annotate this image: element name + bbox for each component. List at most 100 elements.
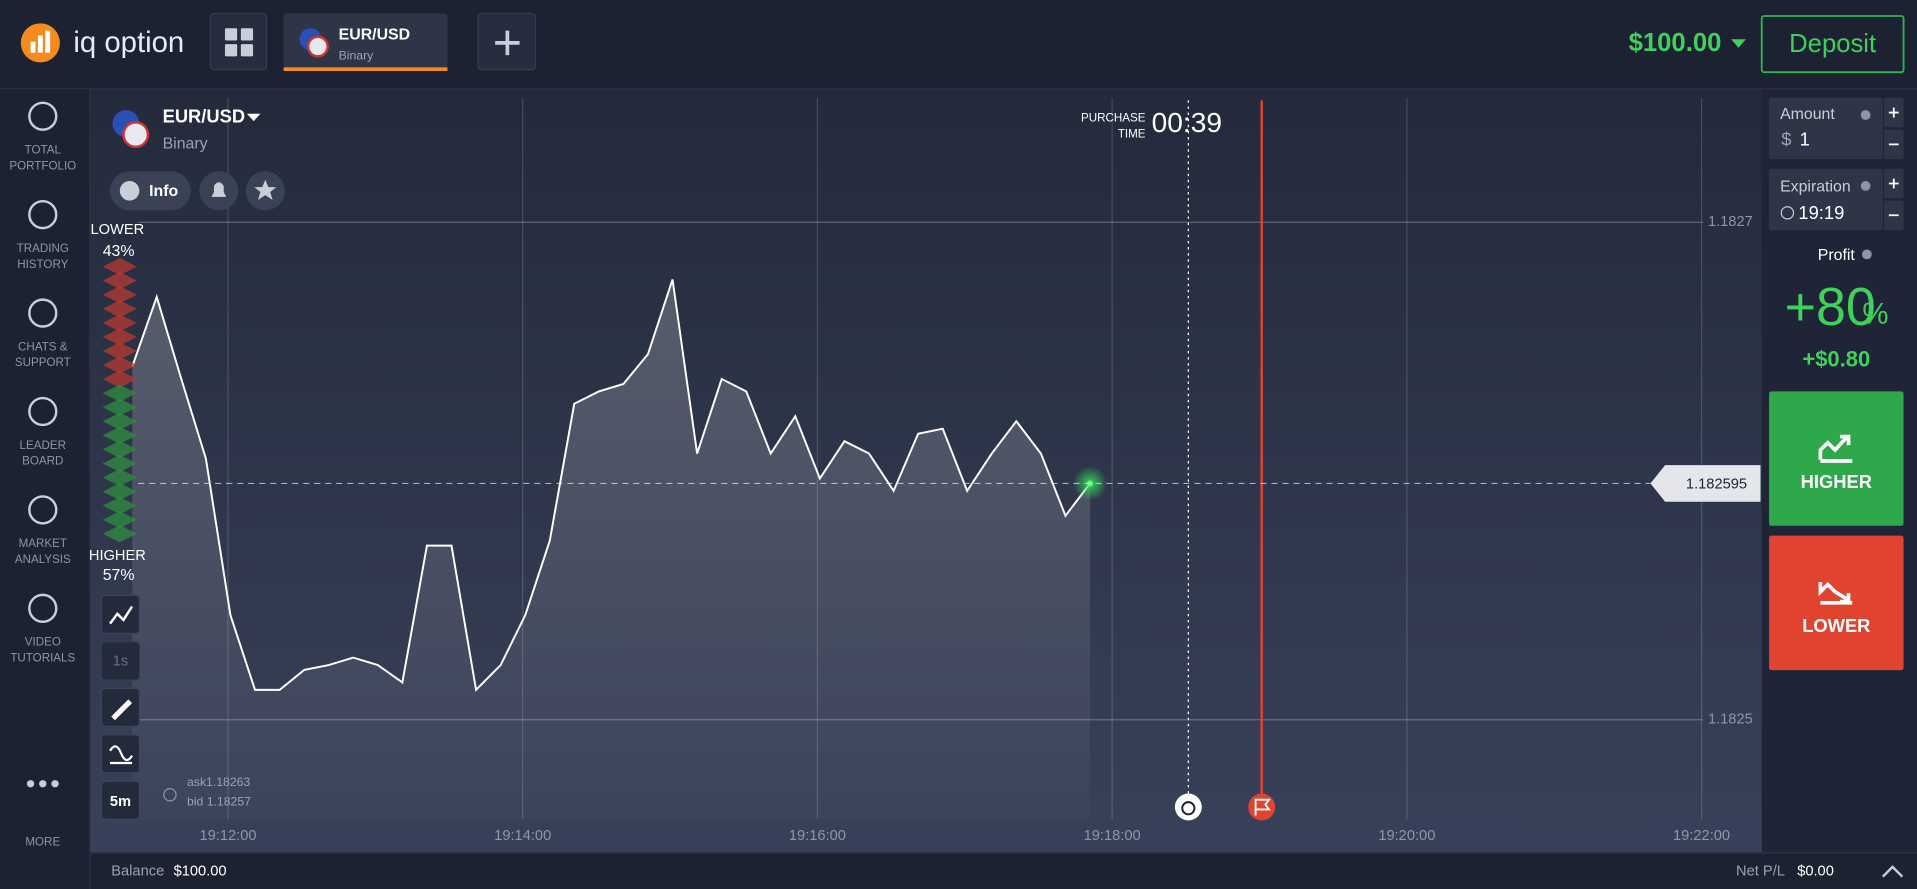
expiration-field[interactable]	[1769, 168, 1883, 230]
info-button[interactable]	[110, 171, 191, 211]
asset-tab[interactable]	[283, 13, 448, 70]
logo-bar	[45, 30, 51, 53]
sidebar-item[interactable]: CHATS & SUPPORT	[15, 298, 71, 370]
icon	[28, 199, 58, 230]
price-area	[132, 279, 1091, 820]
purchase-label: PURCHASE	[1081, 112, 1146, 125]
higher-button[interactable]	[1769, 391, 1904, 526]
amount: 1	[1800, 129, 1810, 150]
sidebar-label: LEADER	[20, 439, 66, 452]
balance-label: Balance	[111, 864, 164, 880]
draw-button[interactable]	[100, 687, 140, 727]
purchase-marker-dot	[1181, 801, 1196, 816]
help-icon	[163, 788, 177, 802]
purchase-countdown: 00:39	[1152, 107, 1222, 138]
pnl: $0.00	[1797, 864, 1834, 880]
y-tick-label: 1.1827	[1708, 214, 1753, 230]
info-icon	[119, 181, 140, 201]
sidebar-label: HISTORY	[17, 258, 68, 271]
help-icon	[1861, 249, 1872, 260]
sidebar-item[interactable]: MARKET ANALYSIS	[15, 495, 71, 566]
icon	[28, 593, 58, 623]
sentiment-lower: 43%	[103, 243, 135, 260]
help-icon	[1860, 181, 1871, 191]
icon	[240, 44, 254, 57]
icon	[224, 44, 238, 57]
icon	[1888, 107, 1899, 146]
x-tick-label: 19:16:00	[789, 828, 846, 844]
sidebar-item[interactable]: TRADING HISTORY	[17, 199, 69, 271]
sidebar-item[interactable]: VIDEO TUTORIALS	[10, 593, 76, 665]
sentiment-chevron	[102, 525, 137, 543]
lower-label: LOWER	[1802, 615, 1870, 636]
chart: 19:12:00 19:14:00 19:16:00 19:18:00 19:20:00…	[131, 97, 1761, 844]
currency: $	[1781, 129, 1791, 150]
sidebar-item[interactable]: TOTAL PORTFOLIO	[9, 101, 76, 173]
logo-bar	[37, 35, 43, 53]
icon	[28, 298, 58, 328]
x-tick-label: 19:14:00	[494, 828, 551, 844]
sidebar-label: TUTORIALS	[10, 652, 75, 665]
x-tick-label: 19:20:00	[1378, 828, 1435, 844]
footer	[90, 853, 1917, 889]
sidebar-item[interactable]: MORE	[25, 780, 60, 849]
grid-button[interactable]	[209, 12, 268, 71]
icon	[51, 780, 59, 788]
icon	[28, 101, 58, 131]
flag-us	[306, 35, 329, 58]
icon	[109, 605, 134, 625]
asset-pair[interactable]: EUR/USD	[163, 105, 246, 126]
profit-label: Profit	[1818, 247, 1856, 264]
x-tick-label: 19:22:00	[1673, 828, 1730, 844]
caret	[246, 113, 261, 122]
pnl-label: Net P/L	[1736, 864, 1785, 880]
tick-button[interactable]	[100, 641, 140, 681]
percent-sign: %	[1862, 297, 1888, 330]
chart-type-button[interactable]	[100, 594, 140, 634]
sidebar-label: ANALYSIS	[15, 553, 71, 566]
sidebar-label: CHATS &	[18, 340, 68, 353]
period-button[interactable]	[100, 780, 140, 820]
expand-icon[interactable]	[1881, 865, 1904, 878]
plus-icon	[495, 30, 520, 56]
sentiment-higher-label: HIGHER	[89, 548, 146, 564]
icon	[28, 396, 58, 427]
deposit-button[interactable]	[1760, 15, 1905, 74]
icon	[26, 780, 35, 788]
sentiment-higher: 57%	[103, 567, 135, 584]
expiration: 19:19	[1798, 202, 1844, 223]
tick-label: 1s	[113, 653, 128, 669]
help-icon	[1860, 110, 1871, 120]
clock-icon	[1780, 206, 1795, 220]
sidebar-label: TOTAL	[25, 144, 62, 157]
profit-amount: +$0.80	[1802, 347, 1870, 372]
price-tag	[1650, 465, 1761, 502]
tab-pair: EUR/USD	[339, 27, 410, 44]
expiration-label: Expiration	[1780, 178, 1851, 195]
bid: bid 1.18257	[187, 794, 251, 808]
balance[interactable]: $100.00	[1629, 29, 1722, 57]
icon	[1818, 581, 1853, 605]
x-tick-label: 19:18:00	[1084, 828, 1141, 844]
icon	[109, 745, 133, 765]
sidebar-label: MARKET	[19, 537, 67, 550]
sidebar-label: SUPPORT	[15, 356, 71, 369]
expiration-marker	[1248, 793, 1276, 821]
current-price: 1.182595	[1686, 477, 1747, 493]
sidebar-label: VIDEO	[25, 636, 61, 649]
sentiment-lower-label: LOWER	[90, 222, 144, 238]
amount-label: Amount	[1780, 106, 1835, 123]
star-icon	[254, 179, 277, 200]
sidebar-item[interactable]: LEADER BOARD	[20, 396, 66, 468]
sidebar-label: MORE	[25, 836, 60, 849]
tab-type: Binary	[339, 49, 375, 63]
amount-field[interactable]	[1769, 97, 1883, 160]
y-tick-label: 1.1825	[1708, 712, 1753, 728]
footer-balance: $100.00	[174, 864, 227, 880]
deposit-label: Deposit	[1789, 30, 1876, 58]
icon	[111, 699, 133, 721]
caret	[1731, 39, 1746, 48]
sidebar	[0, 89, 90, 889]
